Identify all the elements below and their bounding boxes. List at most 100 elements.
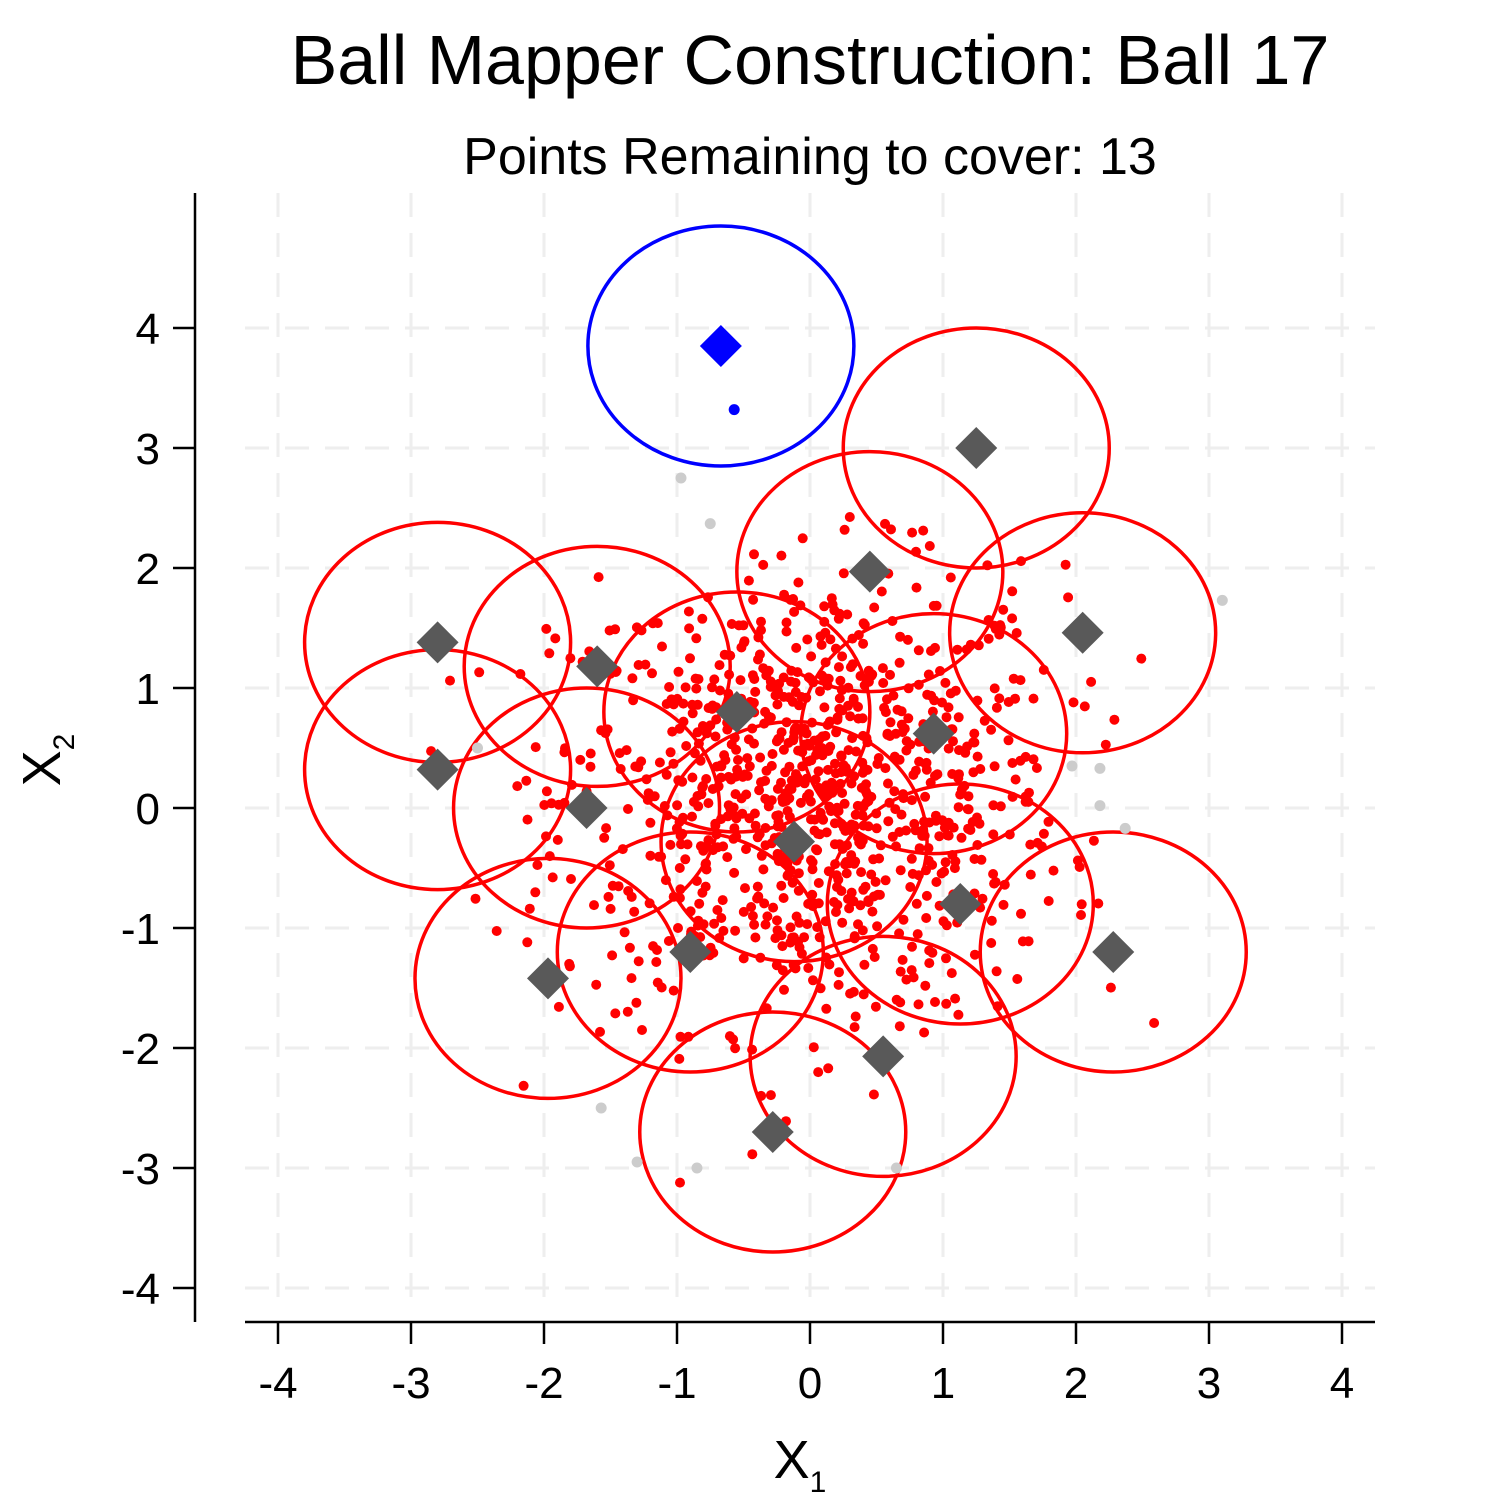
covered-point <box>867 906 878 917</box>
uncovered-point <box>890 1162 902 1174</box>
covered-point <box>677 776 688 787</box>
x-tick-label: 1 <box>931 1359 955 1408</box>
covered-point <box>687 699 698 710</box>
covered-point <box>1003 735 1014 746</box>
covered-point <box>1011 628 1022 638</box>
covered-point <box>883 816 894 827</box>
covered-point <box>660 875 671 886</box>
covered-point <box>759 898 770 909</box>
covered-point <box>983 633 994 644</box>
covered-point <box>709 918 720 929</box>
covered-point <box>931 600 942 611</box>
chart-subtitle: Points Remaining to cover: 13 <box>463 128 1157 186</box>
covered-point <box>812 828 823 839</box>
covered-point <box>603 891 614 902</box>
x-axis-label: X1 <box>774 1430 827 1499</box>
covered-point <box>840 859 850 870</box>
covered-point <box>791 642 802 653</box>
covered-point <box>726 619 737 629</box>
previous-ball-circle <box>748 934 1018 1179</box>
covered-point <box>779 589 790 600</box>
covered-point <box>781 796 792 806</box>
covered-point <box>934 831 945 842</box>
previous-center-marker <box>1061 611 1104 654</box>
previous-center-marker <box>669 931 712 973</box>
covered-point <box>927 947 938 958</box>
covered-point <box>636 625 647 636</box>
covered-point <box>662 810 673 821</box>
covered-point <box>989 683 1000 694</box>
covered-point <box>755 952 766 963</box>
covered-point <box>991 702 1002 713</box>
covered-point <box>698 919 709 930</box>
covered-point <box>825 741 836 752</box>
covered-point <box>711 714 722 725</box>
covered-point <box>701 728 712 739</box>
covered-point <box>1010 774 1021 785</box>
covered-point <box>972 751 983 762</box>
covered-point <box>825 634 836 645</box>
covered-point <box>838 568 849 579</box>
covered-point <box>604 625 615 636</box>
x-axis-label-sub: 1 <box>810 1466 827 1499</box>
covered-point <box>829 897 839 907</box>
covered-point <box>750 820 761 831</box>
covered-point <box>1048 865 1059 876</box>
covered-point <box>901 974 912 985</box>
covered-point <box>718 841 729 852</box>
covered-point <box>872 921 883 932</box>
covered-point <box>758 559 769 570</box>
covered-point <box>724 669 735 680</box>
covered-point <box>541 786 552 797</box>
covered-point <box>672 693 683 704</box>
covered-point <box>976 854 987 865</box>
covered-point <box>741 789 752 800</box>
ball-circles <box>302 224 1248 1254</box>
covered-point <box>749 549 759 560</box>
covered-point <box>1074 862 1085 872</box>
covered-point <box>754 829 765 840</box>
covered-point <box>689 748 700 759</box>
covered-point <box>728 833 739 844</box>
covered-point <box>755 752 766 763</box>
covered-point <box>683 1031 694 1042</box>
covered-point <box>999 879 1010 890</box>
covered-point <box>786 665 797 676</box>
uncovered-point <box>1066 760 1078 772</box>
covered-point <box>837 685 847 696</box>
covered-point <box>1007 586 1018 597</box>
covered-point <box>833 662 844 673</box>
covered-point <box>902 634 913 645</box>
covered-point <box>784 761 795 772</box>
covered-point <box>988 829 999 840</box>
covered-point <box>889 751 900 762</box>
covered-point <box>707 784 718 794</box>
previous-center-marker <box>955 427 998 469</box>
covered-point <box>842 609 853 620</box>
covered-point <box>564 958 575 969</box>
covered-point <box>736 642 747 653</box>
covered-point <box>718 925 729 936</box>
covered-point <box>741 844 751 855</box>
covered-point <box>659 801 670 811</box>
covered-point <box>948 736 958 747</box>
covered-point <box>831 907 841 917</box>
covered-point <box>922 689 933 700</box>
covered-point <box>853 832 863 843</box>
covered-point <box>1079 701 1090 712</box>
covered-point <box>674 893 685 903</box>
covered-point <box>894 657 905 668</box>
covered-point <box>765 1090 776 1101</box>
covered-point <box>613 881 624 892</box>
covered-point <box>837 917 848 928</box>
covered-point <box>832 882 842 892</box>
covered-point <box>663 936 674 946</box>
covered-point <box>1023 796 1034 807</box>
covered-point <box>680 854 691 865</box>
uncovered-point <box>472 742 483 754</box>
covered-point <box>1025 839 1036 850</box>
covered-point <box>950 993 961 1004</box>
covered-point <box>687 708 698 719</box>
covered-point <box>946 968 957 979</box>
covered-point <box>805 796 816 807</box>
